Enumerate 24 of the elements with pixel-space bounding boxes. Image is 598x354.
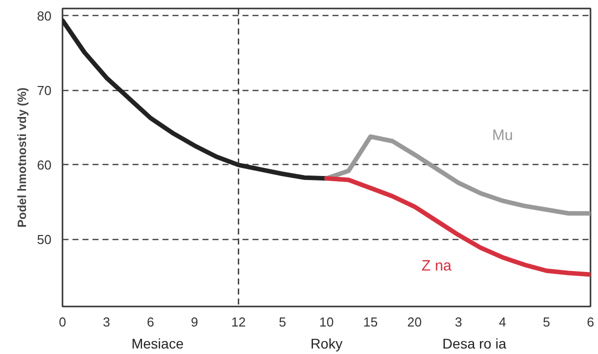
text: Roky xyxy=(310,336,342,352)
text: Mesiace xyxy=(131,336,184,352)
series-label: Z na xyxy=(421,257,452,274)
x-tick-label: 3 xyxy=(102,314,110,330)
line-series xyxy=(324,176,590,277)
x-tick-label: 20 xyxy=(407,314,422,330)
text: Mu xyxy=(492,127,513,144)
y-tick-label: 70 xyxy=(37,82,52,98)
x-tick-label: 3 xyxy=(454,314,462,330)
text: Desa ro ia xyxy=(442,336,506,352)
x-tick-label: 15 xyxy=(363,314,378,330)
x-tick-label: 5 xyxy=(542,314,550,330)
x-tick-label: 6 xyxy=(146,314,154,330)
y-tick-label: 80 xyxy=(37,8,52,24)
x-tick-label: 12 xyxy=(231,314,246,330)
x-tick-label: 0 xyxy=(58,314,66,330)
x-tick-label: 9 xyxy=(190,314,198,330)
x-tick-label: 4 xyxy=(498,314,506,330)
y-tick-label: 60 xyxy=(37,157,52,172)
y-tick-label: 50 xyxy=(37,232,52,247)
x-tick-label: 5 xyxy=(278,314,286,330)
x-tick-label: 6 xyxy=(586,314,594,330)
y-axis-title: Podel hmotnosti vdy (%) xyxy=(15,87,30,228)
x-tick-label: 10 xyxy=(319,314,334,330)
